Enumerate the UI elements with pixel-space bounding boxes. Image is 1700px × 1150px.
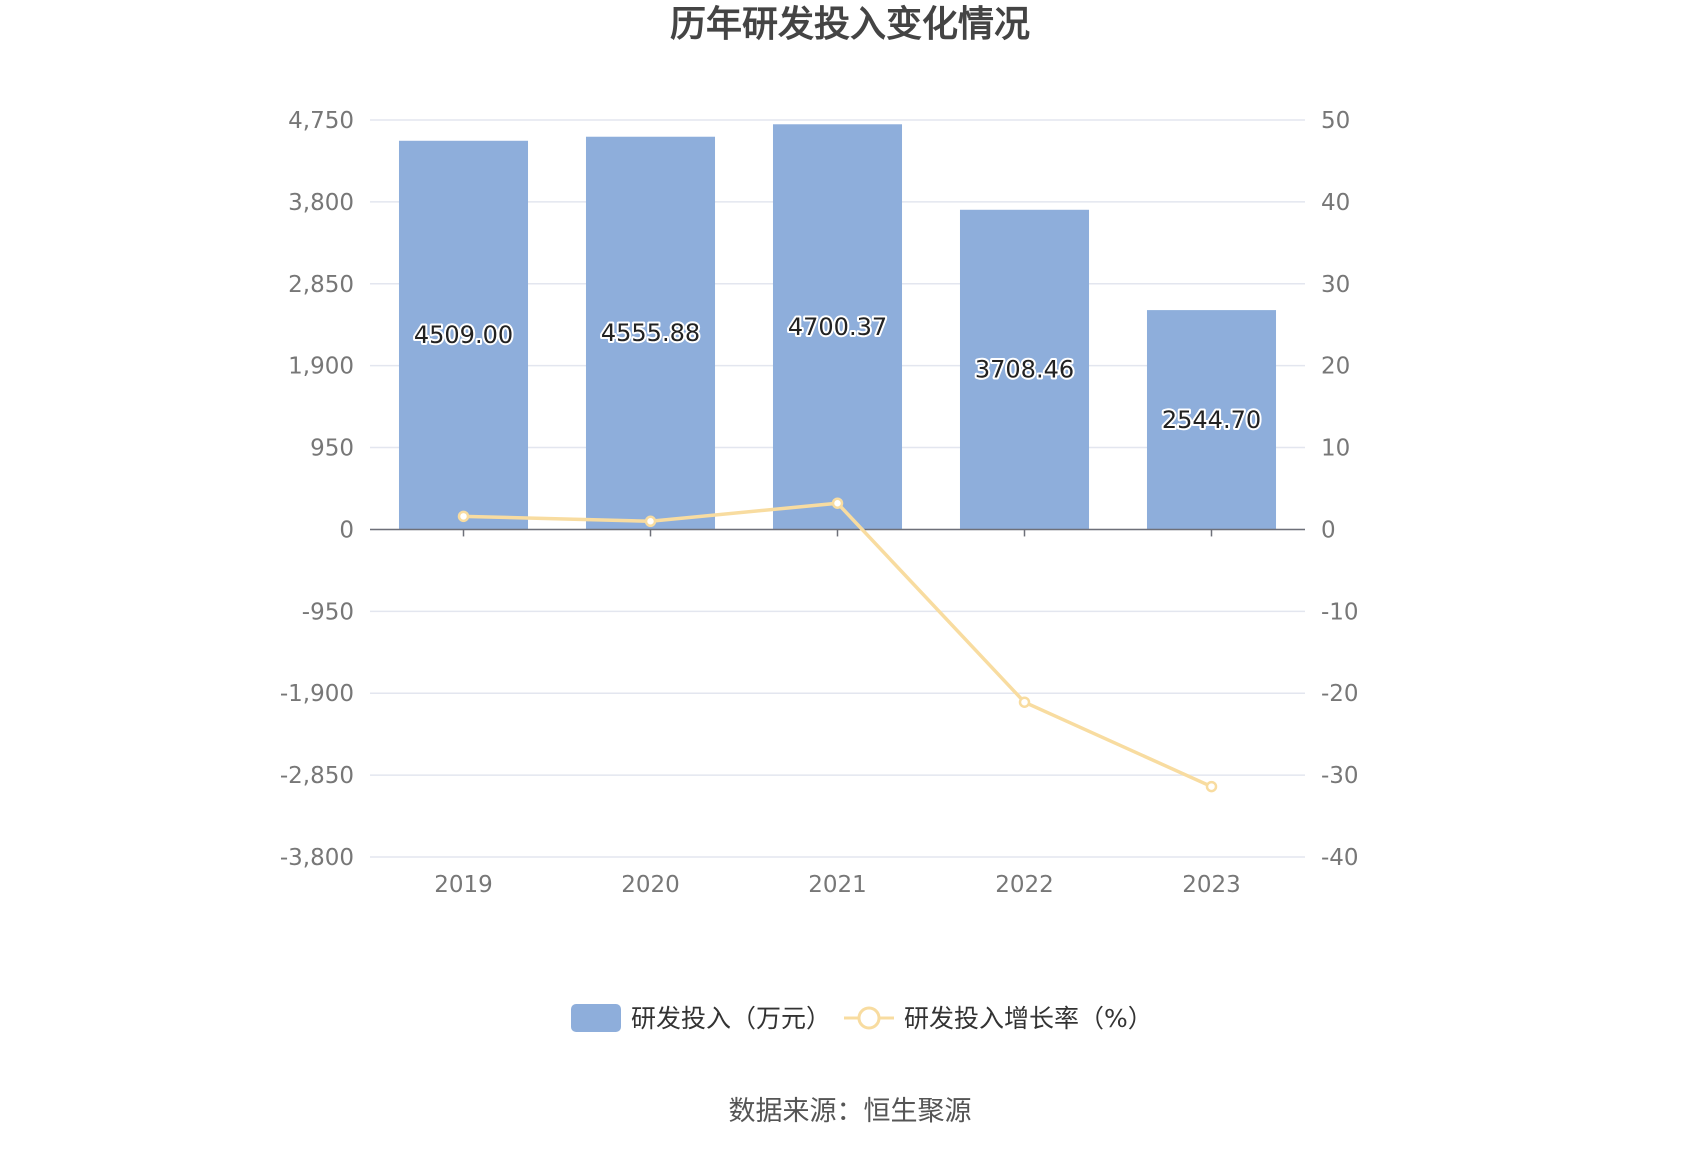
x-tick-label: 2021 [808, 872, 867, 898]
right-tick-label: 30 [1321, 272, 1350, 298]
x-tick-label: 2019 [434, 872, 493, 898]
data-source: 数据来源：恒生聚源 [729, 1096, 972, 1127]
right-tick-label: -30 [1321, 763, 1359, 789]
right-tick-label: -40 [1321, 845, 1359, 871]
left-tick-label: 0 [339, 517, 354, 543]
bar-data-labels: 4509.00 4555.88 4700.37 3708.46 2544.70 [412, 311, 1263, 436]
chart-title: 历年研发投入变化情况 [670, 3, 1030, 45]
left-tick-label: -1,900 [280, 681, 354, 707]
x-tick-label: 2023 [1182, 872, 1241, 898]
bar-value-label: 2544.70 [1162, 406, 1261, 434]
left-tick-label: -950 [302, 599, 354, 625]
right-tick-label: 0 [1321, 517, 1336, 543]
left-axis-ticks: 4,750 3,800 2,850 1,900 950 0 -950 -1,900 -2,850… [280, 108, 354, 871]
line-point [1018, 696, 1031, 708]
bar [398, 140, 529, 530]
bar-value-label: 3708.46 [975, 356, 1074, 384]
bar [959, 209, 1090, 530]
right-tick-label: 20 [1321, 354, 1350, 380]
right-tick-label: 40 [1321, 190, 1350, 216]
left-tick-label: 1,900 [288, 354, 354, 380]
left-tick-label: 950 [310, 436, 354, 462]
bar-series [398, 124, 1277, 530]
right-tick-label: -20 [1321, 681, 1359, 707]
left-tick-label: -2,850 [280, 763, 354, 789]
bar [772, 124, 903, 530]
line-point [1205, 780, 1218, 793]
right-tick-label: 50 [1321, 108, 1350, 134]
bar-value-label: 4700.37 [788, 313, 887, 341]
legend-line-marker [857, 1006, 881, 1030]
legend-bar-label[interactable]: 研发投入（万元） [631, 1004, 831, 1033]
growth-line [463, 501, 1213, 789]
x-tick-label: 2022 [995, 872, 1054, 898]
x-tick-label: 2020 [621, 872, 680, 898]
line-point [644, 515, 657, 528]
x-axis: 2019 2020 2021 2022 2023 [370, 528, 1305, 898]
right-tick-label: 10 [1321, 436, 1350, 462]
bar [1146, 310, 1277, 530]
bar-value-label: 4555.88 [601, 319, 700, 347]
legend-line-label[interactable]: 研发投入增长率（%） [904, 1004, 1153, 1033]
line-series [457, 497, 1218, 793]
left-tick-label: -3,800 [280, 845, 354, 871]
left-tick-label: 3,800 [288, 190, 354, 216]
legend: 研发投入（万元） 研发投入增长率（%） [571, 1004, 1153, 1033]
bar-value-label: 4509.00 [414, 321, 513, 349]
line-point [831, 497, 844, 509]
bar [585, 136, 716, 530]
right-tick-label: -10 [1321, 599, 1359, 625]
legend-bar-swatch[interactable] [571, 1004, 621, 1032]
line-point [457, 510, 470, 523]
left-tick-label: 2,850 [288, 272, 354, 298]
right-axis-ticks: 50 40 30 20 10 0 -10 -20 -30 -40 [1321, 108, 1359, 871]
left-tick-label: 4,750 [288, 108, 354, 134]
